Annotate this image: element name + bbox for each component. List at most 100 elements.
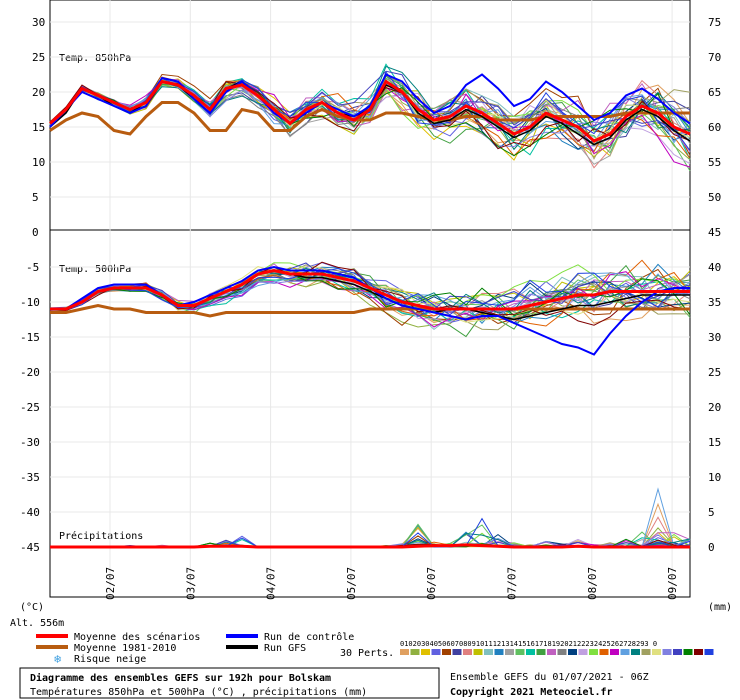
perturbation-swatch <box>620 649 630 655</box>
perturbation-swatch <box>452 649 462 655</box>
t850-right-tick: 75 <box>708 16 721 29</box>
legend-perts-label: 30 Perts. <box>340 648 394 659</box>
perturbation-swatch <box>400 649 409 655</box>
perturbation-swatch <box>704 649 714 655</box>
t500-title: Temp. 500hPa <box>59 264 131 275</box>
t500-left-tick: -15 <box>20 331 40 344</box>
t500-right-tick: 40 <box>708 261 721 274</box>
x-tick-label: 09/07 <box>666 567 679 600</box>
perturbation-swatch <box>494 649 504 655</box>
perturbation-swatches <box>400 649 714 655</box>
perturbation-swatch <box>473 649 483 655</box>
t850-right-tick: 55 <box>708 156 721 169</box>
perturbation-swatch <box>442 649 451 655</box>
t500-mean-line <box>50 268 690 311</box>
t850-left-tick: 15 <box>32 121 45 134</box>
axis-zero-tick: 0 <box>32 226 39 239</box>
t850-perturbation-line <box>49 71 691 151</box>
precip-perturbation-line <box>50 516 691 548</box>
t500-normal-line <box>50 303 690 318</box>
precip-mean-line <box>50 543 690 549</box>
t850-right-tick: 50 <box>708 191 721 204</box>
perturbation-swatch <box>641 649 651 655</box>
t500-right-tick: 30 <box>708 331 721 344</box>
precip-perturbation-line <box>50 502 691 548</box>
perturbation-swatch <box>557 649 567 655</box>
t500-right-tick: 10 <box>708 471 721 484</box>
panel-t500-frame <box>49 229 691 598</box>
t500-right-tick: 0 <box>708 541 715 554</box>
precip-perturbation-line <box>50 524 691 548</box>
perturbation-swatch <box>578 649 588 655</box>
x-tick-label: 04/07 <box>265 567 278 600</box>
t500-left-tick: -30 <box>20 436 40 449</box>
perturbation-swatch <box>610 649 619 655</box>
t500-right-tick: 25 <box>708 366 721 379</box>
perturbation-swatch <box>631 649 640 655</box>
perturbation-swatch <box>599 649 609 655</box>
t850-left-tick: 30 <box>32 16 45 29</box>
t500-perturbation-line <box>49 262 691 317</box>
perturbation-swatch <box>526 649 535 655</box>
perturbation-swatch <box>484 649 493 655</box>
t850-title: Temp. 850hPa <box>59 53 131 64</box>
x-tick-label: 05/07 <box>345 567 358 600</box>
altitude-label: Alt. 556m <box>10 618 64 629</box>
t500-perturbation-line <box>49 264 691 338</box>
perturbation-swatch <box>662 649 672 655</box>
perturbation-swatch <box>421 649 430 655</box>
perturbation-swatch <box>589 649 598 655</box>
legend-snow-label: Risque neige <box>74 654 146 665</box>
perturbation-swatch <box>673 649 682 655</box>
t500-left-tick: -5 <box>26 261 39 274</box>
x-tick-label: 03/07 <box>184 567 197 600</box>
t500-perturbation-line <box>49 268 691 316</box>
snowflake-icon: ❄ <box>54 652 61 666</box>
right-axis-unit: (mm) <box>708 602 732 613</box>
footer-title-box <box>19 667 440 699</box>
t850-normal-line <box>49 101 690 136</box>
perturbation-swatch <box>410 649 420 655</box>
t850-right-tick: 60 <box>708 121 721 134</box>
t500-perturbation-line <box>49 272 691 311</box>
t850-left-tick: 20 <box>32 86 45 99</box>
legend-control-label: Run de contrôle <box>264 631 354 643</box>
footer-copyright: Copyright 2021 Meteociel.fr <box>450 686 613 698</box>
t850-mean-line <box>49 79 691 143</box>
footer-title: Diagramme des ensembles GEFS sur 192h po… <box>30 672 331 684</box>
t500-right-tick: 5 <box>708 506 715 519</box>
precip-perturbation-line <box>50 517 691 548</box>
t850-left-tick: 10 <box>32 156 45 169</box>
t500-left-tick: -45 <box>20 541 40 554</box>
t500-left-tick: -25 <box>20 401 40 414</box>
legend-pert-numbers: 0102030405060708091011121314151617181920… <box>400 640 657 648</box>
t850-left-tick: 25 <box>32 51 45 64</box>
x-tick-label: 08/07 <box>586 567 599 600</box>
legend: Moyenne des scénarios Moyenne 1981-2010 … <box>36 631 714 666</box>
perturbation-swatch <box>515 649 525 655</box>
precip-title: Précipitations <box>59 530 143 542</box>
x-tick-label: 02/07 <box>104 567 117 600</box>
main-series <box>49 73 691 549</box>
precip-perturbation-line <box>50 527 691 548</box>
perturbation-swatch <box>463 649 472 655</box>
perturbation-swatch <box>683 649 693 655</box>
perturbation-swatch <box>431 649 441 655</box>
x-tick-label: 06/07 <box>425 567 438 600</box>
t500-right-tick: 20 <box>708 401 721 414</box>
precip-perturbation-line <box>50 487 691 548</box>
t500-right-tick: 15 <box>708 436 721 449</box>
legend-mean-label: Moyenne des scénarios <box>74 631 200 643</box>
t850-right-tick: 65 <box>708 86 721 99</box>
perturbation-swatch <box>536 649 546 655</box>
t500-right-tick: 35 <box>708 296 721 309</box>
t500-left-tick: -10 <box>20 296 40 309</box>
perturbation-swatch <box>505 649 514 655</box>
perturbation-swatch <box>547 649 556 655</box>
t850-right-tick: 70 <box>708 51 721 64</box>
t500-left-tick: -40 <box>20 506 40 519</box>
footer-subtitle: Températures 850hPa et 500hPa (°C) , pré… <box>30 686 367 698</box>
perturbation-swatch <box>568 649 577 655</box>
precip-perturbation-line <box>50 523 691 548</box>
